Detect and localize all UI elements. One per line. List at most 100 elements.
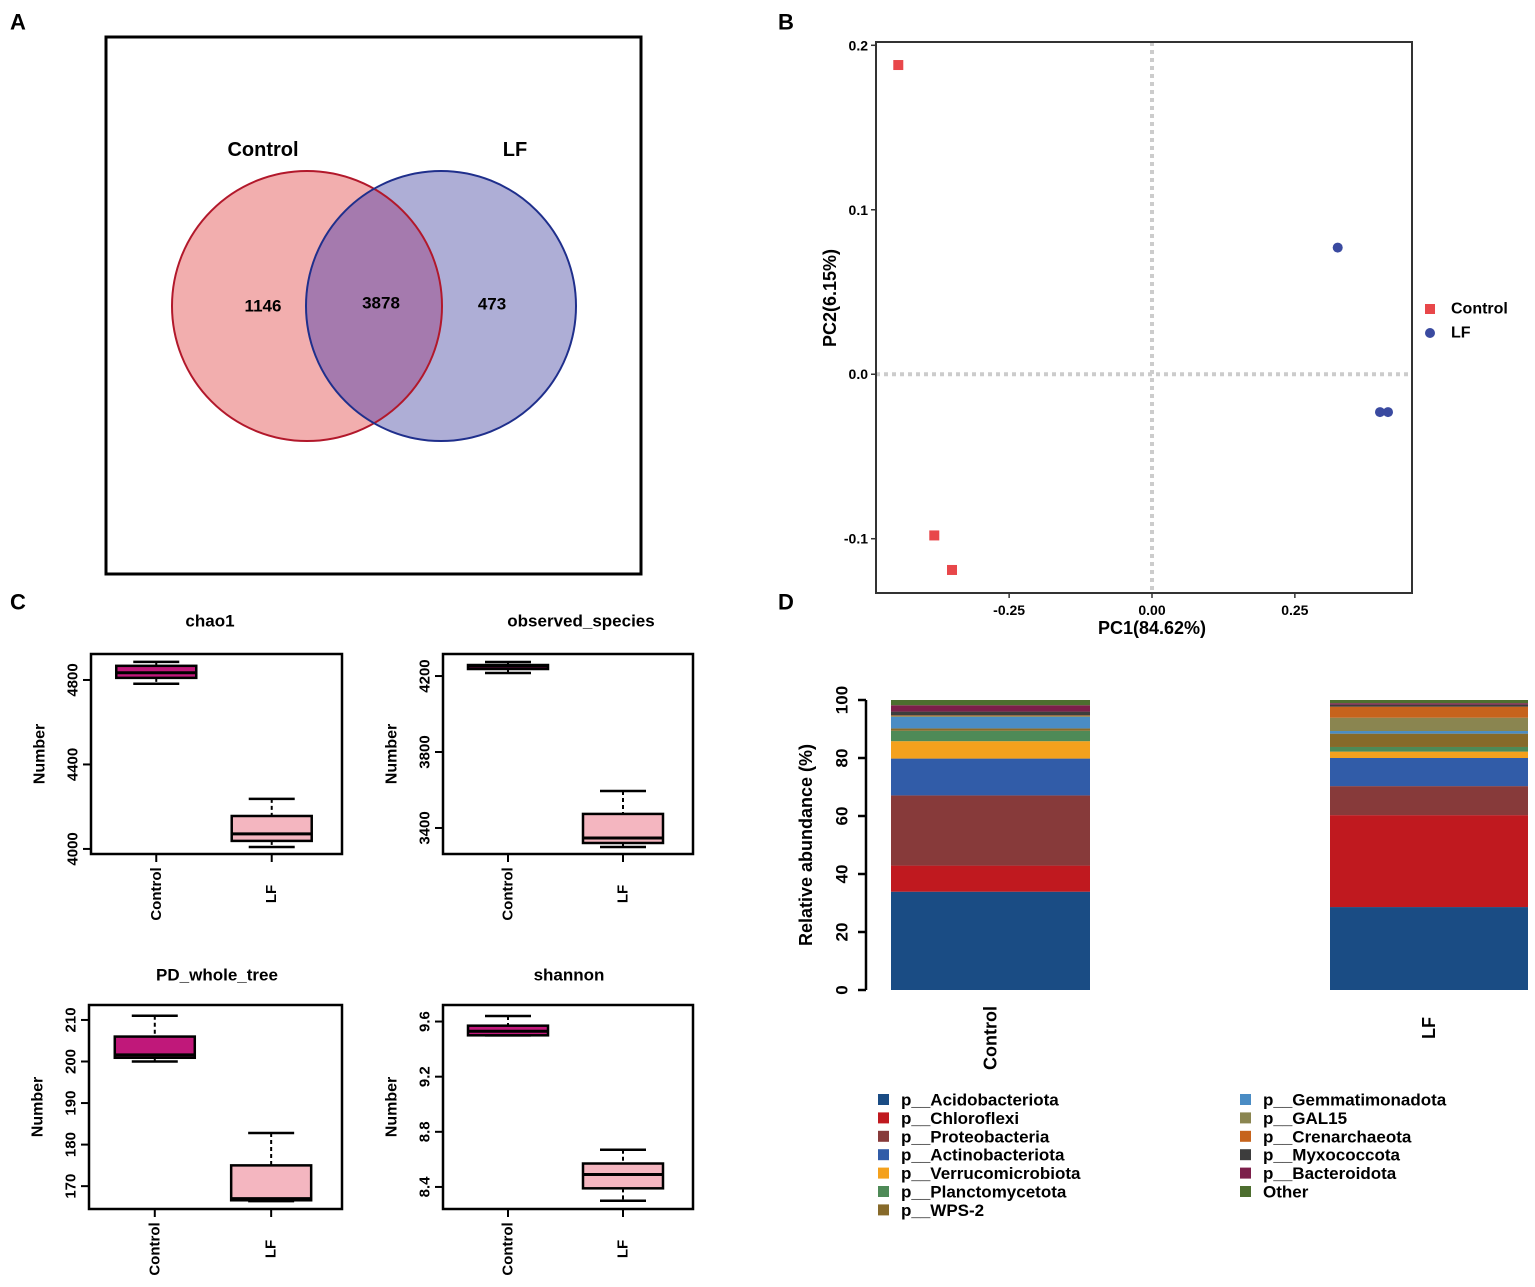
bar-segment-gal15 [1330, 717, 1528, 732]
venn-label-lf: LF [503, 139, 527, 161]
legend-swatch [878, 1130, 889, 1142]
x-tick-label: Control [981, 1006, 1001, 1070]
legend-swatch [878, 1204, 889, 1216]
x-tick-label: Control [500, 1222, 517, 1275]
y-tick-label: 200 [63, 1049, 80, 1074]
legend-label: p__Crenarchaeota [1263, 1127, 1412, 1146]
legend-label: p__Gemmatimonadota [1263, 1091, 1447, 1110]
legend-label: p__Acidobacteriota [901, 1091, 1059, 1110]
data-point-control [929, 530, 940, 541]
y-axis-label: Number [30, 1077, 47, 1137]
bar-segment-chloroflexi [1330, 815, 1528, 908]
boxplot-frame [441, 1003, 695, 1211]
bar-segment-wps-2 [891, 728, 1090, 731]
panel-letter: B [778, 10, 794, 35]
y-tick-label: 3800 [417, 735, 434, 768]
legend-label: p__Bacteroidota [1263, 1164, 1397, 1183]
x-tick-label: Control [146, 1222, 163, 1275]
y-tick-label: 4200 [417, 659, 434, 692]
data-point-lf [1383, 407, 1393, 418]
venn-count-shared: 3878 [362, 294, 400, 313]
boxplot-title: chao1 [185, 612, 234, 631]
legend-swatch [1240, 1149, 1251, 1161]
bar-segment-crenarchaeota [891, 715, 1090, 716]
y-tick-label: 4400 [65, 748, 82, 781]
x-tick-label: LF [1419, 1017, 1439, 1039]
box-lf [229, 1164, 313, 1202]
y-tick-label: 8.8 [417, 1121, 434, 1142]
y-tick-label: 0.2 [849, 37, 869, 53]
legend-label: p__Verrucomicrobiota [901, 1164, 1081, 1183]
y-tick-label: 0 [833, 985, 852, 994]
legend-swatch [878, 1186, 889, 1197]
y-axis-label: Number [384, 724, 401, 784]
y-tick-label: 80 [833, 749, 852, 768]
bar-segment-myxococcota [891, 711, 1090, 716]
venn-circle-lf [305, 170, 577, 442]
bar-segment-proteobacteria [891, 795, 1090, 866]
y-tick-label: 20 [833, 923, 852, 942]
y-tick-label: 100 [833, 686, 852, 714]
legend-marker [1425, 304, 1435, 314]
venn-frame [104, 35, 643, 576]
y-axis-label: Number [32, 724, 49, 784]
legend-swatch [878, 1112, 889, 1124]
bar-segment-bacteroidota [1330, 703, 1528, 705]
x-axis-label: PC1(84.62%) [1098, 618, 1206, 638]
y-tick-label: 0.1 [849, 202, 869, 218]
box-control [113, 1035, 197, 1060]
bar-segment-proteobacteria [1330, 786, 1528, 816]
x-tick-label: Control [500, 867, 517, 920]
bar-segment-acidobacteriota [1330, 907, 1528, 990]
venn-count-control-only: 1146 [245, 297, 282, 316]
legend-label: p__Actinobacteriota [901, 1146, 1065, 1165]
panel-letter: A [10, 10, 26, 35]
boxplot-frame [87, 1003, 344, 1211]
boxplot-frame [441, 652, 695, 856]
bar-segment-actinobacteriota [891, 758, 1090, 796]
y-axis-label: Relative abundance (%) [796, 744, 816, 946]
legend-label: p__Proteobacteria [901, 1127, 1050, 1146]
y-tick-label: 190 [63, 1091, 80, 1116]
y-tick-label: -0.1 [844, 531, 868, 547]
y-tick-label: 170 [63, 1174, 80, 1199]
bar-segment-gemmatimonadota [1330, 731, 1528, 734]
y-tick-label: 4000 [65, 832, 82, 865]
legend-label: LF [1451, 325, 1471, 342]
x-tick-label: Control [148, 867, 165, 920]
x-tick-label: LF [263, 885, 280, 903]
y-tick-label: 40 [833, 865, 852, 884]
x-tick-label: LF [615, 1240, 632, 1258]
x-tick-label: 0.25 [1281, 602, 1308, 618]
legend-label: p__Planctomycetota [901, 1183, 1067, 1202]
y-tick-label: 180 [63, 1132, 80, 1157]
data-point-lf [1332, 242, 1343, 253]
data-point-control [893, 60, 904, 71]
bar-segment-myxococcota [1330, 704, 1528, 707]
bar-segment-wps-2 [1330, 733, 1528, 747]
boxplot-title: shannon [534, 966, 605, 985]
bar-segment-gal15 [891, 715, 1090, 717]
y-tick-label: 8.4 [417, 1176, 434, 1198]
pcoa-frame [875, 41, 1413, 594]
legend-swatch [878, 1149, 889, 1161]
x-tick-label: 0.00 [1138, 602, 1165, 618]
legend-swatch [878, 1167, 889, 1179]
legend-label: p__Myxococcota [1263, 1146, 1401, 1165]
bar-segment-chloroflexi [891, 865, 1090, 892]
legend-swatch [1240, 1112, 1251, 1124]
x-tick-label: LF [615, 885, 632, 903]
y-tick-label: 3400 [417, 811, 434, 844]
legend-swatch [878, 1094, 889, 1105]
legend-label: p__GAL15 [1263, 1109, 1347, 1128]
bar-segment-other [1330, 700, 1528, 704]
bar-segment-gemmatimonadota [891, 716, 1090, 729]
y-tick-label: 210 [63, 1007, 80, 1032]
data-point-control [947, 564, 957, 575]
venn-circle-control [171, 170, 443, 442]
bar-segment-planctomycetota [1330, 746, 1528, 752]
y-tick-label: 4800 [65, 663, 82, 696]
venn-count-lf-only: 473 [478, 295, 506, 314]
bar-segment-verrucomicrobiota [891, 741, 1090, 759]
